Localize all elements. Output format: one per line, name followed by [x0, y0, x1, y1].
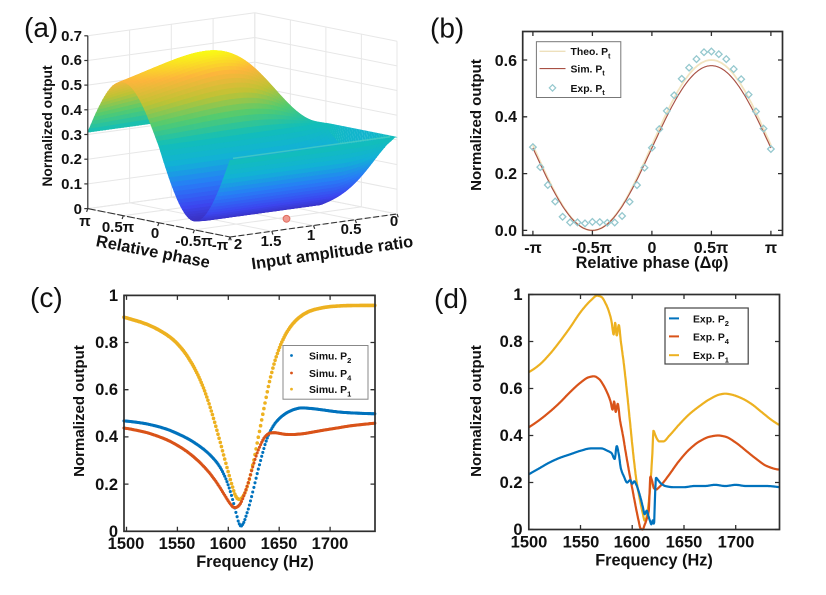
svg-text:1700: 1700: [312, 535, 349, 553]
svg-text:Frequency (Hz): Frequency (Hz): [595, 552, 713, 570]
svg-text:0.4: 0.4: [495, 109, 517, 126]
svg-text:1: 1: [109, 287, 118, 305]
svg-text:1600: 1600: [614, 534, 651, 552]
svg-text:(c): (c): [30, 282, 63, 313]
svg-text:1550: 1550: [159, 535, 196, 553]
svg-text:0.3: 0.3: [61, 127, 82, 144]
svg-text:0: 0: [390, 213, 398, 230]
svg-text:Exp. P1: Exp. P1: [693, 351, 729, 364]
svg-text:Exp. P4: Exp. P4: [693, 332, 730, 345]
svg-text:0.6: 0.6: [61, 52, 82, 69]
svg-text:-π: -π: [524, 240, 542, 257]
svg-text:0.2: 0.2: [95, 476, 118, 494]
svg-text:Relative phase (Δφ): Relative phase (Δφ): [576, 254, 729, 272]
svg-text:Normalized output: Normalized output: [40, 65, 55, 187]
svg-text:0: 0: [151, 225, 159, 242]
svg-text:π: π: [79, 213, 91, 230]
svg-text:0: 0: [648, 240, 657, 257]
svg-text:Frequency (Hz): Frequency (Hz): [196, 553, 314, 571]
svg-text:Simu. P1: Simu. P1: [309, 385, 351, 398]
svg-text:0.4: 0.4: [500, 427, 524, 445]
svg-text:1650: 1650: [666, 534, 703, 552]
svg-text:Simu. P2: Simu. P2: [309, 352, 351, 365]
svg-text:1650: 1650: [261, 535, 298, 553]
svg-text:0.8: 0.8: [500, 333, 523, 351]
svg-text:0: 0: [74, 201, 82, 218]
svg-text:1500: 1500: [108, 535, 145, 553]
svg-text:(a): (a): [24, 12, 58, 43]
svg-text:Normalized output: Normalized output: [71, 345, 88, 477]
svg-text:0.5: 0.5: [341, 221, 362, 238]
svg-text:Sim. Pt: Sim. Pt: [571, 65, 606, 78]
svg-text:1: 1: [307, 227, 315, 244]
svg-text:(b): (b): [430, 13, 464, 44]
svg-text:0.5π: 0.5π: [102, 219, 135, 236]
svg-text:-π: -π: [212, 237, 229, 254]
svg-text:0: 0: [109, 523, 118, 541]
svg-text:0.1: 0.1: [61, 176, 82, 193]
svg-text:0.6: 0.6: [95, 381, 118, 399]
svg-text:1500: 1500: [511, 534, 548, 552]
svg-text:0.2: 0.2: [495, 166, 517, 183]
svg-text:Normalized output: Normalized output: [468, 59, 485, 191]
svg-text:1550: 1550: [563, 534, 600, 552]
svg-text:(d): (d): [434, 283, 468, 314]
svg-text:2: 2: [234, 236, 242, 253]
svg-text:0.4: 0.4: [61, 102, 83, 119]
svg-text:0.7: 0.7: [61, 28, 82, 45]
svg-text:0.0: 0.0: [495, 223, 517, 240]
svg-text:1: 1: [513, 286, 522, 304]
svg-text:π: π: [765, 240, 777, 257]
svg-text:0.6: 0.6: [500, 380, 523, 398]
svg-text:0: 0: [513, 521, 522, 539]
svg-text:Theo. Pt: Theo. Pt: [571, 47, 612, 60]
svg-text:0.4: 0.4: [95, 428, 119, 446]
svg-text:-0.5π: -0.5π: [572, 240, 612, 257]
svg-text:-0.5π: -0.5π: [175, 233, 213, 250]
svg-text:0.8: 0.8: [95, 334, 118, 352]
svg-text:0.5: 0.5: [61, 77, 82, 94]
svg-text:Simu. P4: Simu. P4: [309, 369, 352, 382]
svg-text:0.6: 0.6: [495, 53, 517, 70]
svg-text:0.2: 0.2: [500, 474, 523, 492]
svg-text:1.5: 1.5: [261, 233, 282, 250]
svg-text:Exp. P2: Exp. P2: [693, 314, 729, 327]
svg-text:Exp. Pt: Exp. Pt: [571, 84, 606, 97]
svg-text:0.2: 0.2: [61, 151, 82, 168]
svg-text:0.5π: 0.5π: [694, 240, 729, 257]
svg-text:Normalized output: Normalized output: [468, 345, 485, 477]
svg-text:1600: 1600: [210, 535, 247, 553]
svg-text:1700: 1700: [718, 534, 755, 552]
